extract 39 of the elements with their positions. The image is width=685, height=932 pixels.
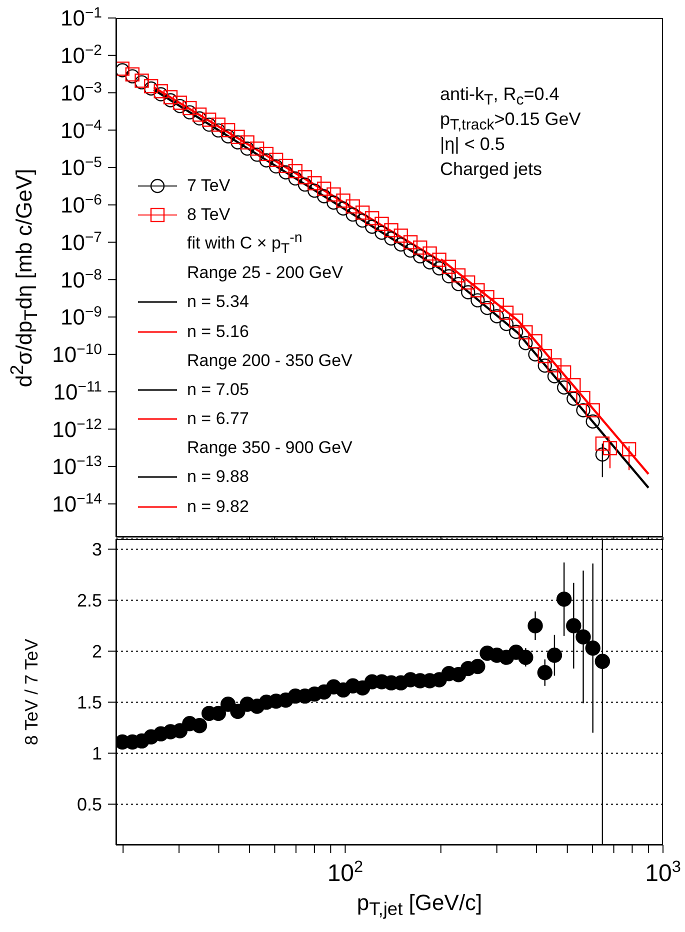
y-tick-label: 10$^{−5}$ [60,154,102,180]
annotation: |η| < 0.5 [440,134,505,155]
y-tick-label: 1.5 [76,692,102,712]
y-tick-label: 10$^{−14}$ [52,490,102,517]
annotation: Charged jets [440,159,542,180]
y-tick-label: 3 [92,540,102,560]
y-tick-label: 0.5 [76,794,102,814]
y-tick-label: 2 [92,642,102,662]
annotation: anti-k$_{T}$, R$_{c}$=0.4 [440,84,560,109]
x-tick-label: 10$^{2}$ [327,858,364,887]
y-tick-label: 10$^{−9}$ [60,303,102,330]
legend-label: n = 7.05 [187,380,249,400]
y-tick-label: 10$^{−3}$ [60,78,102,106]
y-tick-label: 10$^{−8}$ [60,266,102,292]
y-tick-label: 10$^{−7}$ [60,228,102,255]
y-tick-label: 10$^{−2}$ [60,42,102,68]
y-tick-label: 1 [92,744,102,764]
legend-label: 7 TeV [187,176,230,196]
y-tick-label: 10$^{−13}$ [52,452,102,480]
annotation: Range 350 - 900 GeV [187,438,352,458]
legend-label: n = 6.77 [187,409,249,430]
y-tick-label: 10$^{−11}$ [53,378,102,404]
legend-label: n = 5.34 [187,292,249,312]
y-tick-label: 10$^{−4}$ [60,116,102,143]
annotation: Range 200 - 350 GeV [187,350,352,371]
annotation: Range 25 - 200 GeV [187,263,343,284]
y-tick-label: 10$^{−6}$ [60,191,102,218]
annotation: p$_{T,track}$>0.15 GeV [440,109,581,134]
x-axis-title: p$_{T,jet}$ [GeV/c] [356,890,482,920]
legend-label: 8 TeV [187,204,230,225]
y-tick-label: 10$^{−12}$ [52,415,102,442]
y-tick-label: 10$^{−10}$ [52,340,102,368]
legend-label: n = 9.88 [187,467,249,488]
x-tick-label: 10$^{3}$ [645,858,681,887]
legend-label: n = 5.16 [187,322,249,342]
y-tick-label: 2.5 [76,590,102,610]
y-axis-title: 8 TeV / 7 TeV [22,638,42,746]
y-tick-label: 10$^{−1}$ [60,4,102,31]
legend-label: n = 9.82 [187,496,249,517]
